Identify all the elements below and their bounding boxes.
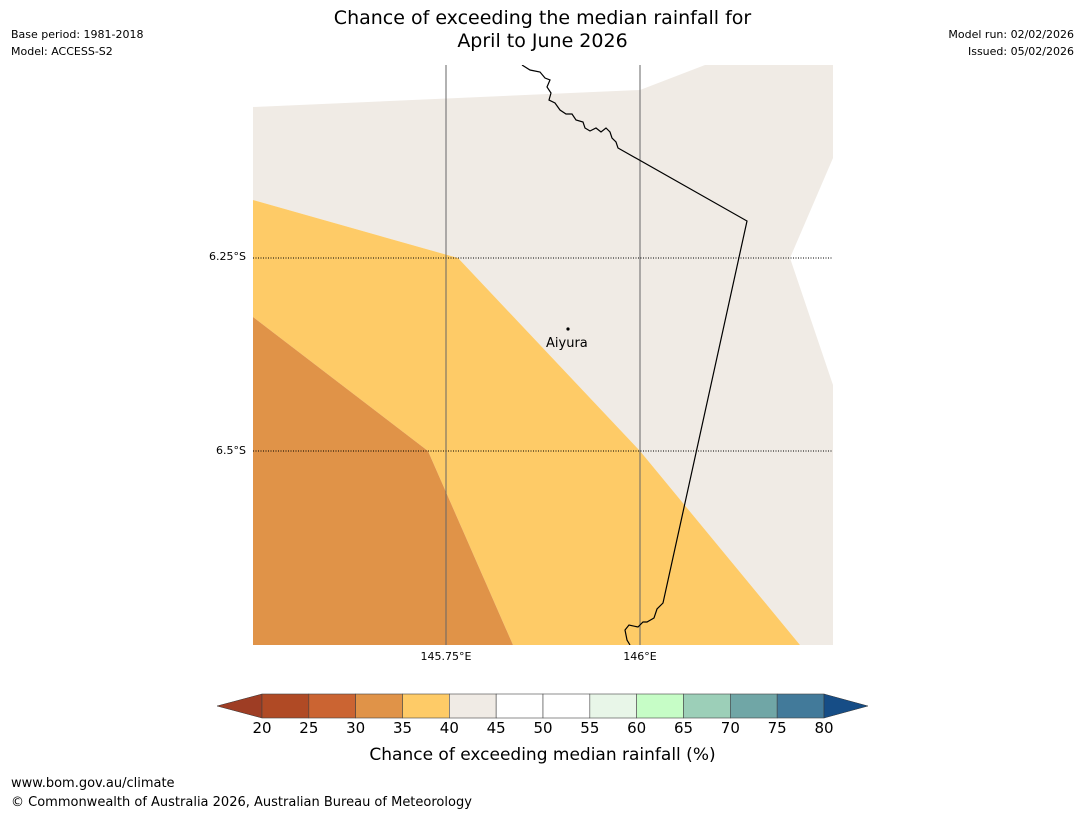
footer-url: www.bom.gov.au/climate [11,776,175,791]
lon-label-146: 146°E [623,650,657,663]
colorbar-tick-label: 40 [439,719,459,737]
colorbar-tick-label: 75 [767,719,787,737]
colorbar-title: Chance of exceeding median rainfall (%) [369,745,716,765]
colorbar-segment [636,693,684,719]
footer-copyright: © Commonwealth of Australia 2026, Austra… [11,795,472,810]
colorbar-segment [730,693,778,719]
colorbar-segment [449,693,497,719]
title-line-1: Chance of exceeding the median rainfall … [333,7,752,29]
title-line-2: April to June 2026 [457,30,628,52]
colorbar-tick-label: 50 [533,719,553,737]
colorbar-tick-label: 35 [392,719,413,737]
chart-title: Chance of exceeding the median rainfall … [0,7,1085,53]
colorbar-tick-label: 30 [346,719,366,737]
colorbar-segment [589,693,637,719]
town-marker [566,327,570,331]
colorbar-tick-label: 60 [627,719,647,737]
colorbar-tick-label: 25 [299,719,319,737]
issued-date: Issued: 05/02/2026 [967,45,1074,58]
meta-left: Base period: 1981-2018 Model: ACCESS-S2 [11,26,143,60]
colorbar-over-arrow [823,693,869,719]
colorbar-segment [495,693,544,719]
colorbar-segment [776,693,825,719]
colorbar-segment [542,693,591,719]
lat-label-6-25: 6.25°S [209,250,246,263]
region-40-45 [253,200,800,645]
region-35-40 [253,317,513,645]
colorbar-tick-label: 20 [252,719,272,737]
base-period: Base period: 1981-2018 [11,28,144,41]
lon-label-145-75: 145.75°E [420,650,472,663]
colorbar-tick-label: 55 [580,719,600,737]
colorbar-segment [355,693,403,719]
colorbar-segment [261,693,310,719]
province-boundary [521,65,748,645]
meta-right: Model run: 02/02/2026 Issued: 05/02/2026 [948,26,1074,60]
town-label: Aiyura [546,336,588,351]
lat-label-6-5: 6.5°S [216,444,246,457]
colorbar-tick-label: 70 [720,719,740,737]
model-run: Model run: 02/02/2026 [948,28,1074,41]
colorbar-tick-label: 65 [673,719,694,737]
colorbar-segment [308,693,356,719]
colorbar-segment [683,693,731,719]
region-45-50 [253,65,833,645]
colorbar-under-arrow [216,693,263,719]
colorbar-tick-label: 80 [814,719,834,737]
model-name: Model: ACCESS-S2 [11,45,113,58]
colorbar-tick-label: 45 [486,719,506,737]
colorbar-segment [402,693,450,719]
